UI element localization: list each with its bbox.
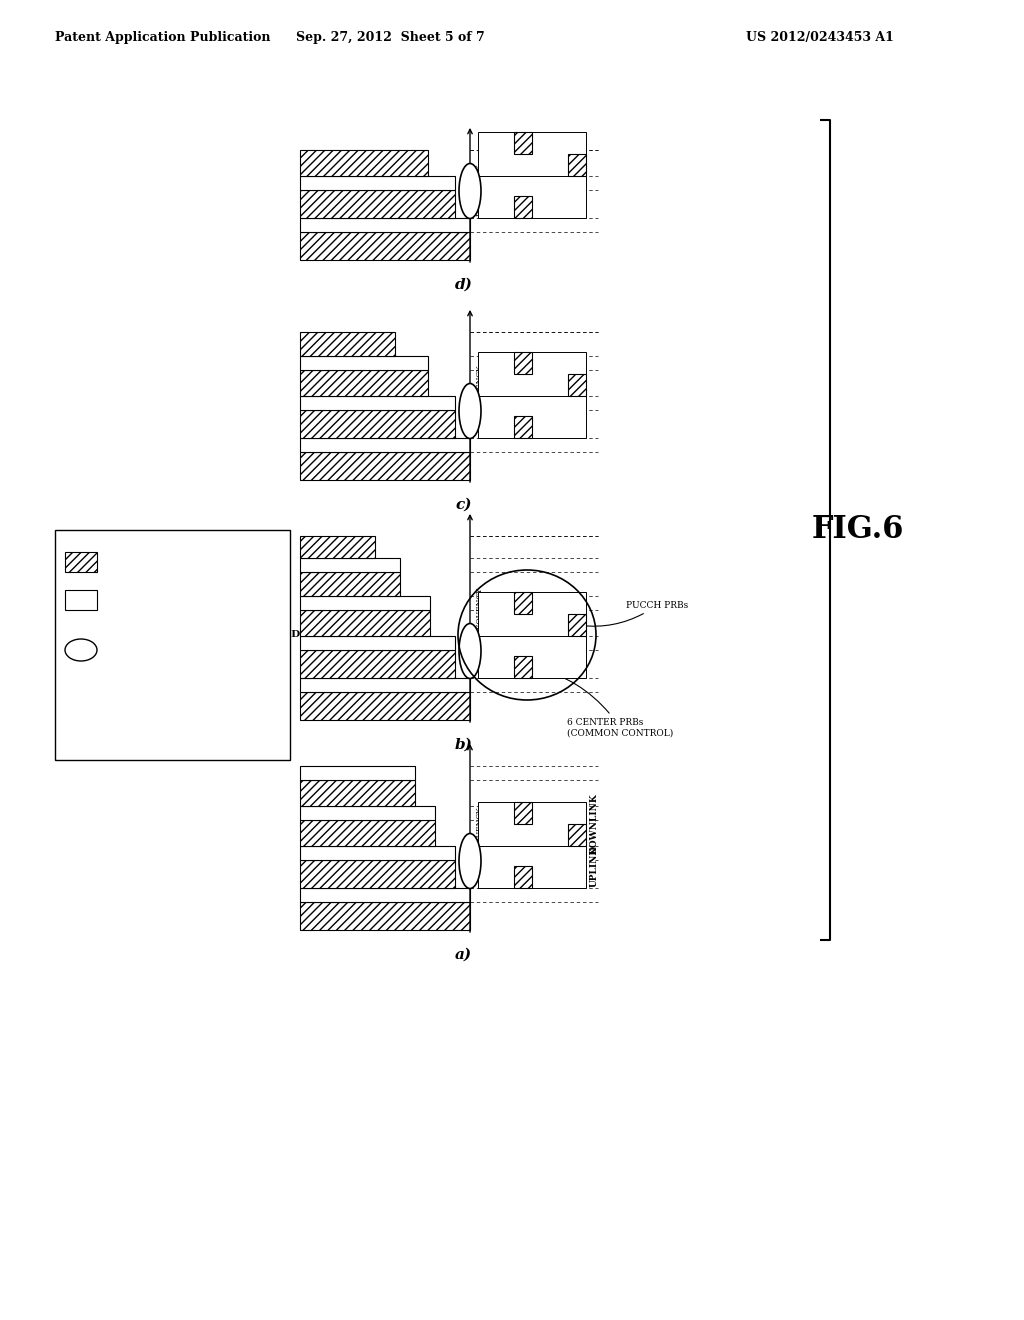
Bar [300,558,400,572]
Text: OCCUPIED TV CHANNELS: OCCUPIED TV CHANNELS [105,557,260,566]
Ellipse shape [459,164,481,219]
Ellipse shape [459,623,481,678]
Bar [300,396,455,411]
Bar [300,218,470,232]
Bar [300,766,415,780]
Bar [300,411,455,438]
Text: DEPLOYMENT BANDWIDTH INDICATED
IN MIB (DL-BANDWIDTH): DEPLOYMENT BANDWIDTH INDICATED IN MIB (D… [105,630,346,649]
Bar [300,861,455,888]
Text: FREQUENCY: FREQUENCY [475,807,483,859]
Bar [514,656,532,678]
Text: d): d) [455,279,473,292]
Bar [514,195,532,218]
Ellipse shape [459,833,481,888]
Bar [300,610,430,636]
Bar [514,803,532,824]
Text: a): a) [455,948,472,962]
Bar [478,393,586,438]
Bar [300,438,470,451]
Bar [514,132,532,154]
Bar [300,176,455,190]
Text: TV WHITE SPACE: TV WHITE SPACE [105,595,209,605]
Bar [65,552,97,572]
Bar [478,174,586,218]
Bar [514,416,532,438]
Bar [300,649,455,678]
Bar [300,902,470,931]
Bar [300,888,470,902]
Bar [514,352,532,374]
Bar [300,572,400,597]
Bar [300,692,470,719]
Bar [300,370,428,396]
Bar [568,824,586,846]
Bar [300,232,470,260]
Text: 6 CENTER PRBs
(COMMON CONTROL): 6 CENTER PRBs (COMMON CONTROL) [536,667,673,738]
Text: Patent Application Publication: Patent Application Publication [55,30,270,44]
Text: FREQUENCY: FREQUENCY [475,587,483,639]
Bar [300,780,415,807]
Bar [300,536,375,558]
Bar [300,333,395,356]
Ellipse shape [459,384,481,438]
Bar [55,531,290,760]
Bar [300,807,435,820]
Bar [478,634,586,678]
Bar [568,374,586,396]
Bar [300,636,455,649]
Text: Sep. 27, 2012  Sheet 5 of 7: Sep. 27, 2012 Sheet 5 of 7 [296,30,484,44]
Bar [300,356,428,370]
Bar [300,451,470,480]
Text: UPLINK: UPLINK [590,845,598,887]
Bar [300,846,455,861]
Text: FREQUENCY: FREQUENCY [475,164,483,216]
Bar [478,843,586,888]
Bar [478,132,586,176]
Bar [300,150,428,176]
Text: DOWNLINK: DOWNLINK [590,793,598,854]
Text: b): b) [455,738,473,752]
Bar [514,866,532,888]
Text: US 2012/0243453 A1: US 2012/0243453 A1 [746,30,894,44]
Bar [478,591,586,636]
Bar [568,154,586,176]
Ellipse shape [65,639,97,661]
Text: PUCCH PRBs: PUCCH PRBs [581,601,688,628]
Bar [300,678,470,692]
Bar [300,820,435,846]
Bar [300,597,430,610]
Text: c): c) [455,498,471,512]
Bar [568,614,586,636]
Text: FREQUENCY: FREQUENCY [475,364,483,417]
Bar [478,352,586,396]
Bar [514,591,532,614]
Bar [65,590,97,610]
Text: FIG.6: FIG.6 [812,515,904,545]
Bar [300,190,455,218]
Bar [478,803,586,846]
